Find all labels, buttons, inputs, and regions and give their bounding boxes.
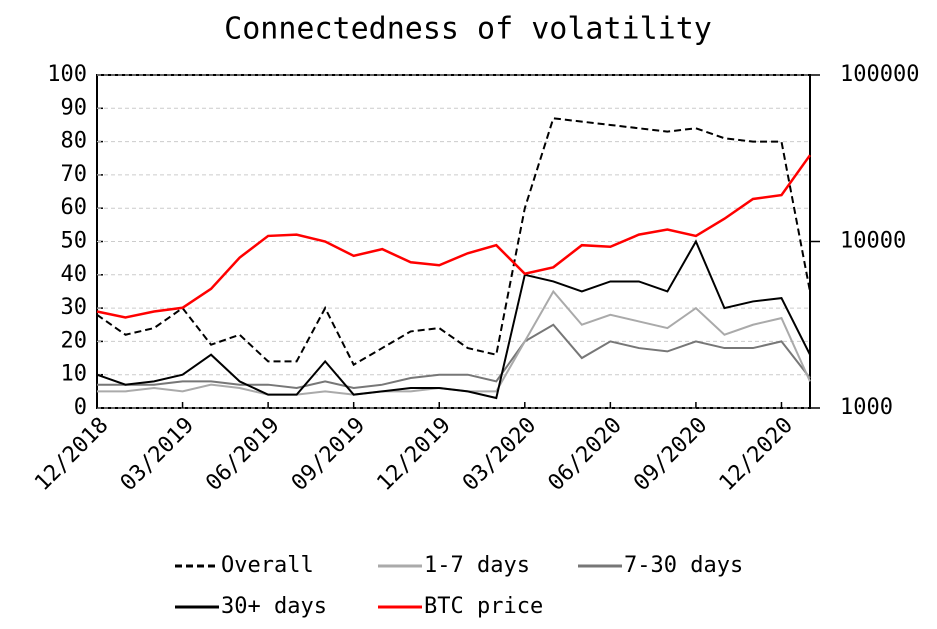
legend-label: 7-30 days bbox=[624, 553, 743, 578]
y-tick-label: 70 bbox=[61, 162, 88, 187]
series-line bbox=[96, 239, 811, 400]
x-tick-label: 09/2020 bbox=[629, 413, 712, 496]
y-tick-label: 30 bbox=[61, 295, 88, 320]
chart-title: Connectedness of volatility bbox=[224, 12, 712, 47]
y-tick-label: 60 bbox=[61, 195, 88, 220]
y-tick-label: 50 bbox=[61, 229, 88, 254]
series-line bbox=[96, 154, 812, 319]
y-tick-label: 10 bbox=[61, 362, 88, 387]
y2-tick-label: 1000 bbox=[840, 395, 893, 420]
x-tick-label: 06/2019 bbox=[201, 413, 284, 496]
x-tick-label: 03/2019 bbox=[116, 413, 199, 496]
x-tick-label: 03/2020 bbox=[458, 413, 541, 496]
y2-tick-label: 10000 bbox=[840, 229, 906, 254]
y-tick-label: 80 bbox=[61, 129, 88, 154]
y-tick-label: 100 bbox=[47, 62, 87, 87]
x-tick-label: 09/2019 bbox=[287, 413, 370, 496]
y2-tick-label: 100000 bbox=[840, 62, 919, 87]
legend-label: Overall bbox=[221, 553, 314, 578]
series-line bbox=[96, 117, 811, 367]
y-tick-label: 40 bbox=[61, 262, 88, 287]
y-tick-label: 0 bbox=[74, 395, 87, 420]
x-tick-label: 06/2020 bbox=[544, 413, 627, 496]
legend-label: 1-7 days bbox=[424, 553, 530, 578]
y-tick-label: 20 bbox=[61, 328, 88, 353]
x-tick-label: 12/2020 bbox=[715, 413, 798, 496]
legend-label: BTC price bbox=[424, 594, 543, 619]
x-tick-label: 12/2018 bbox=[30, 413, 113, 496]
y-tick-label: 90 bbox=[61, 95, 88, 120]
series-line bbox=[97, 323, 811, 390]
legend-label: 30+ days bbox=[221, 594, 327, 619]
x-tick-label: 12/2019 bbox=[372, 413, 455, 496]
